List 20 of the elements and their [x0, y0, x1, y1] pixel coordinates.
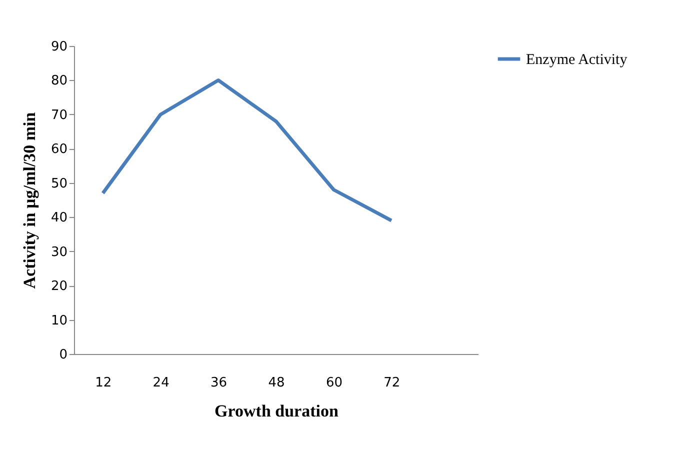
- y-tick-label: 90: [50, 40, 68, 54]
- x-tick-label: 12: [95, 376, 112, 390]
- y-tick-label: 20: [50, 279, 68, 294]
- x-tick-label: 72: [384, 376, 400, 390]
- x-tick-label: 24: [152, 376, 170, 390]
- y-tick-label: 60: [50, 142, 68, 158]
- y-axis-title: Activity in µg/ml/30 min: [20, 112, 39, 289]
- y-tick-label: 30: [50, 244, 68, 260]
- y-tick-label: 70: [50, 108, 68, 123]
- y-tick-label: 10: [50, 313, 68, 328]
- line-series: [101, 78, 394, 222]
- x-tick-label: 48: [268, 376, 285, 390]
- y-tick-label: 0: [59, 348, 68, 362]
- x-tick-label: 60: [326, 376, 342, 390]
- x-axis-title: Growth duration: [214, 402, 339, 420]
- y-tick-label: 50: [50, 176, 68, 192]
- legend-label: Enzyme Activity: [526, 52, 628, 68]
- x-tick-label: 36: [210, 376, 228, 390]
- y-tick-label: 40: [50, 210, 68, 226]
- y-tick-label: 80: [50, 74, 68, 89]
